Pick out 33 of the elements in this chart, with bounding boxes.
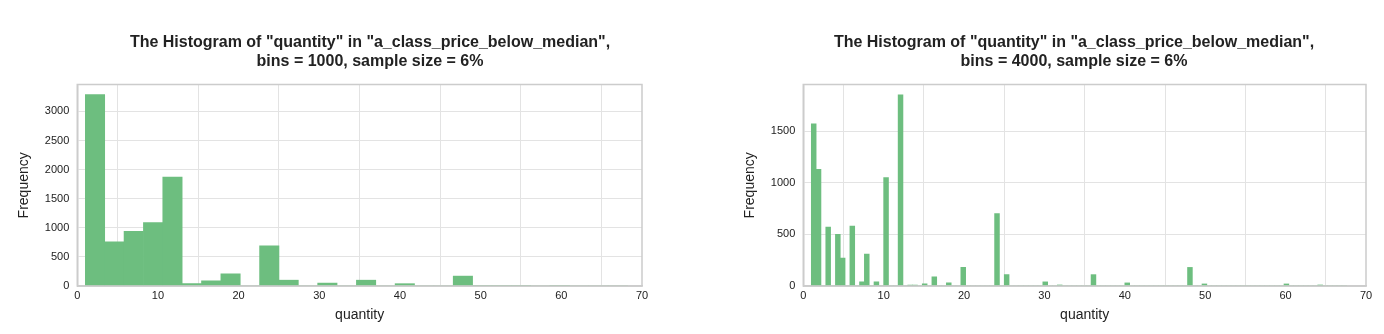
y-tick-label: 1000 — [770, 175, 796, 188]
x-tick-label: 60 — [1279, 288, 1292, 301]
y-tick-label: 3000 — [44, 104, 70, 117]
y-axis-title: Frequency — [741, 152, 758, 219]
y-tick-label: 500 — [50, 249, 70, 262]
y-tick-label: 2500 — [44, 133, 70, 146]
x-tick-label: 40 — [1118, 288, 1131, 301]
y-tick-label: 0 — [63, 279, 70, 292]
chart-title: The Histogram of "quantity" in "a_class_price_below_median", bins = 4000, sample size = 6% — [832, 32, 1316, 70]
y-tick-label: 500 — [776, 227, 796, 240]
x-axis-title: quantity — [335, 306, 385, 323]
x-axis-title: quantity — [1060, 306, 1110, 323]
y-tick-label: 1500 — [44, 191, 70, 204]
x-tick-label: 60 — [555, 288, 568, 301]
x-tick-label: 70 — [1359, 288, 1373, 301]
y-tick-label: 2000 — [44, 162, 70, 175]
x-tick-label: 30 — [1038, 288, 1051, 301]
x-tick-label: 10 — [877, 288, 890, 301]
x-tick-label: 50 — [1199, 288, 1212, 301]
x-tick-label: 0 — [74, 288, 81, 301]
x-tick-label: 50 — [474, 288, 487, 301]
y-axis-title: Frequency — [15, 152, 32, 219]
chart-title: The Histogram of "quantity" in "a_class_price_below_median", bins = 1000, sample size = 6% — [128, 32, 612, 70]
y-tick-label: 1500 — [770, 124, 796, 137]
x-tick-label: 30 — [313, 288, 326, 301]
x-tick-label: 0 — [800, 288, 807, 301]
x-tick-label: 10 — [151, 288, 165, 301]
x-tick-label: 20 — [232, 288, 245, 301]
y-tick-label: 1000 — [44, 220, 70, 233]
y-tick-label: 0 — [789, 279, 796, 292]
x-tick-label: 20 — [957, 288, 971, 301]
x-tick-label: 40 — [393, 288, 407, 301]
x-tick-label: 70 — [635, 288, 649, 301]
